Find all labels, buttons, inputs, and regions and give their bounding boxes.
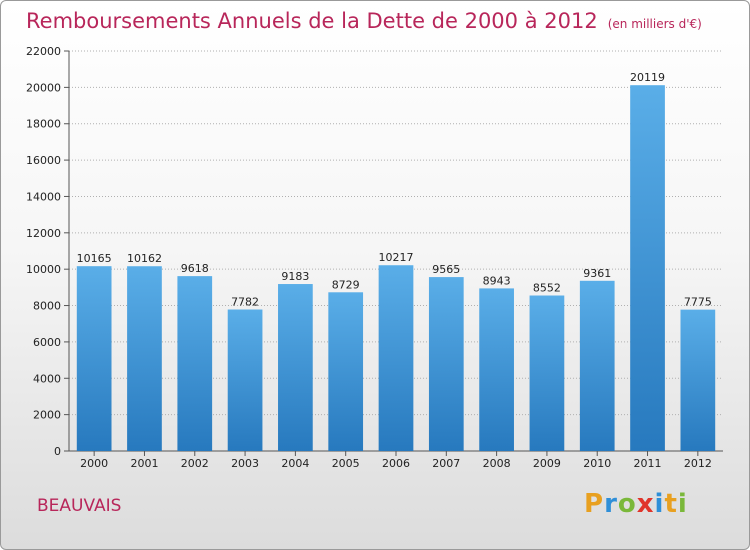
x-tick-label: 2007	[432, 457, 460, 470]
x-tick-label: 2010	[583, 457, 611, 470]
y-tick-label: 4000	[33, 372, 61, 385]
bar-value-label: 10217	[379, 251, 414, 264]
y-tick-label: 2000	[33, 409, 61, 422]
x-tick-label: 2006	[382, 457, 410, 470]
y-tick-label: 8000	[33, 300, 61, 313]
x-tick-label: 2008	[483, 457, 511, 470]
x-tick-label: 2001	[130, 457, 158, 470]
x-tick-label: 2009	[533, 457, 561, 470]
bar	[479, 288, 514, 451]
x-tick-label: 2005	[332, 457, 360, 470]
bar-value-label: 7775	[684, 296, 712, 309]
subtitle-text: (en milliers d'€)	[607, 17, 702, 31]
bar	[127, 266, 162, 451]
bar	[227, 309, 263, 451]
y-tick-label: 22000	[26, 45, 61, 58]
bar-value-label: 10162	[127, 252, 162, 265]
y-tick-label: 6000	[33, 336, 61, 349]
bar	[177, 276, 213, 451]
bar-value-label: 10165	[77, 252, 112, 265]
bar	[579, 280, 615, 451]
y-tick-label: 16000	[26, 154, 61, 167]
bars	[76, 85, 716, 451]
bar-value-label: 9361	[583, 267, 611, 280]
bar-value-label: 8943	[483, 274, 511, 287]
title-text: Remboursements Annuels de la Dette de 20…	[26, 9, 598, 33]
logo-letter: o	[617, 489, 637, 519]
logo-letter: x	[636, 489, 655, 519]
bar	[630, 85, 665, 451]
y-tick-label: 12000	[26, 227, 61, 240]
bar-value-label: 7782	[231, 296, 259, 309]
bar	[378, 265, 414, 451]
x-tick-label: 2002	[181, 457, 209, 470]
bar-value-label: 8552	[533, 282, 561, 295]
bar-value-label: 9565	[432, 263, 460, 276]
x-tick-label: 2011	[634, 457, 662, 470]
y-tick-label: 20000	[26, 81, 61, 94]
bar	[529, 295, 565, 451]
proxiti-logo[interactable]: Proxiti	[584, 489, 688, 519]
logo-letter: i	[677, 489, 688, 519]
bar	[680, 309, 716, 451]
y-tick-label: 0	[54, 445, 61, 458]
bar-value-label: 8729	[332, 278, 360, 291]
x-tick-label: 2004	[281, 457, 309, 470]
labels: 0 2000 4000 6000 8000 10000 12000 14000 16000 180…	[26, 45, 712, 470]
x-tick-label: 2003	[231, 457, 259, 470]
y-tick-label: 14000	[26, 190, 61, 203]
logo-letter: P	[584, 489, 605, 519]
logo-letter: i	[654, 489, 665, 519]
logo-letter: t	[664, 489, 678, 519]
bar	[328, 292, 364, 451]
bar-value-label: 9618	[181, 262, 209, 275]
x-tick-label: 2000	[80, 457, 108, 470]
y-tick-label: 10000	[26, 263, 61, 276]
bar-value-label: 20119	[630, 71, 665, 84]
chart-title: Remboursements Annuels de la Dette de 20…	[26, 9, 702, 33]
bar	[278, 284, 313, 451]
bar-value-label: 9183	[281, 270, 309, 283]
logo-letter: r	[604, 489, 618, 519]
city-name: BEAUVAIS	[37, 496, 122, 516]
y-tick-label: 18000	[26, 118, 61, 131]
bar	[428, 277, 464, 451]
bar	[76, 266, 112, 451]
x-tick-label: 2012	[684, 457, 712, 470]
